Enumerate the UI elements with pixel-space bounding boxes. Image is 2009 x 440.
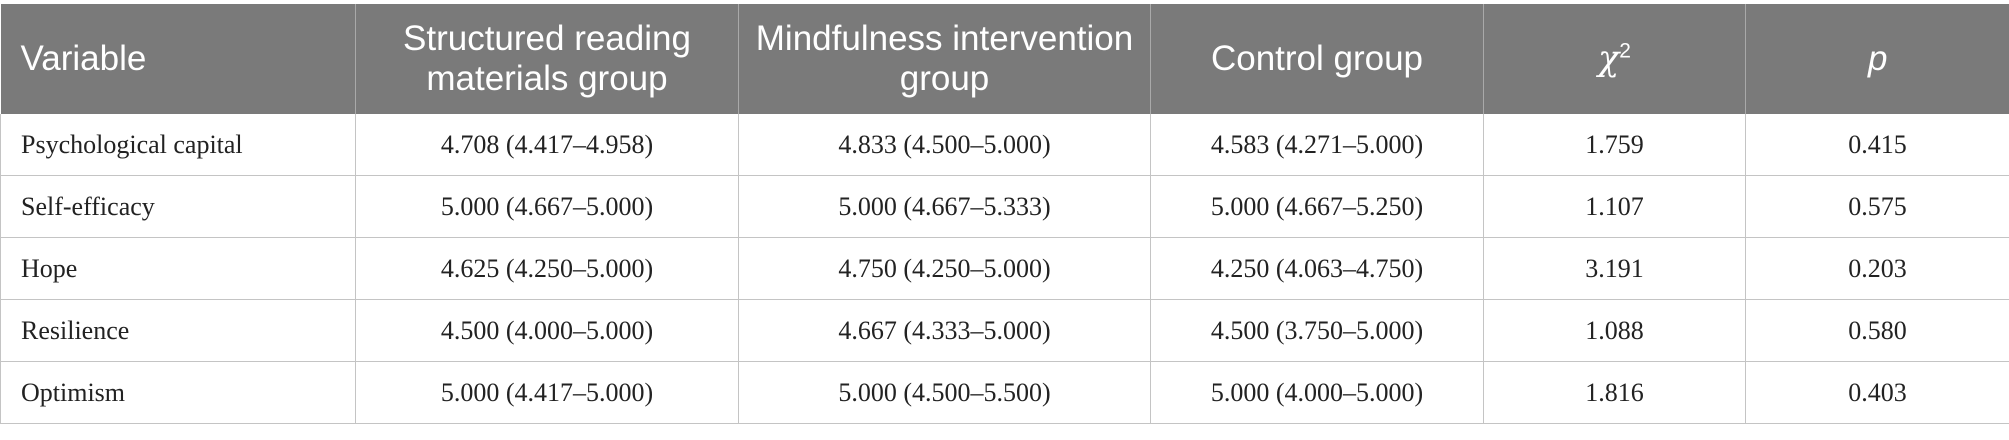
- cell-mindfulness: 4.750 (4.250–5.000): [738, 237, 1151, 300]
- header-variable: Variable: [0, 4, 356, 114]
- cell-p: 0.415: [1745, 114, 2009, 176]
- p-symbol: p: [1868, 39, 1888, 78]
- header-p-value: p: [1745, 4, 2009, 114]
- cell-p: 0.403: [1745, 361, 2009, 424]
- cell-p: 0.203: [1745, 237, 2009, 300]
- header-row: Variable Structured reading materials gr…: [0, 4, 2009, 114]
- table-row: Self-efficacy 5.000 (4.667–5.000) 5.000 …: [0, 175, 2009, 238]
- cell-chi2: 1.759: [1483, 114, 1746, 176]
- chi-symbol: χ: [1598, 39, 1620, 79]
- results-table-container: Variable Structured reading materials gr…: [0, 4, 2009, 424]
- cell-variable: Psychological capital: [0, 114, 356, 176]
- cell-control: 5.000 (4.667–5.250): [1150, 175, 1484, 238]
- table-row: Resilience 4.500 (4.000–5.000) 4.667 (4.…: [0, 299, 2009, 362]
- cell-control: 4.583 (4.271–5.000): [1150, 114, 1484, 176]
- cell-chi2: 1.107: [1483, 175, 1746, 238]
- cell-variable: Self-efficacy: [0, 175, 356, 238]
- cell-variable: Hope: [0, 237, 356, 300]
- cell-variable: Optimism: [0, 361, 356, 424]
- header-mindfulness: Mindfulness intervention group: [738, 4, 1151, 114]
- cell-p: 0.575: [1745, 175, 2009, 238]
- cell-variable: Resilience: [0, 299, 356, 362]
- cell-mindfulness: 4.833 (4.500–5.000): [738, 114, 1151, 176]
- cell-mindfulness: 4.667 (4.333–5.000): [738, 299, 1151, 362]
- cell-structured: 4.625 (4.250–5.000): [355, 237, 739, 300]
- table-row: Optimism 5.000 (4.417–5.000) 5.000 (4.50…: [0, 361, 2009, 424]
- cell-mindfulness: 5.000 (4.667–5.333): [738, 175, 1151, 238]
- cell-structured: 4.708 (4.417–4.958): [355, 114, 739, 176]
- chi-superscript: 2: [1619, 39, 1631, 63]
- header-control: Control group: [1150, 4, 1484, 114]
- cell-chi2: 1.088: [1483, 299, 1746, 362]
- cell-control: 4.500 (3.750–5.000): [1150, 299, 1484, 362]
- header-structured-reading: Structured reading materials group: [355, 4, 739, 114]
- header-chi-square: χ2: [1483, 4, 1746, 114]
- cell-structured: 5.000 (4.667–5.000): [355, 175, 739, 238]
- cell-chi2: 1.816: [1483, 361, 1746, 424]
- cell-mindfulness: 5.000 (4.500–5.500): [738, 361, 1151, 424]
- table-row: Hope 4.625 (4.250–5.000) 4.750 (4.250–5.…: [0, 237, 2009, 300]
- cell-control: 5.000 (4.000–5.000): [1150, 361, 1484, 424]
- cell-p: 0.580: [1745, 299, 2009, 362]
- cell-structured: 5.000 (4.417–5.000): [355, 361, 739, 424]
- cell-control: 4.250 (4.063–4.750): [1150, 237, 1484, 300]
- cell-structured: 4.500 (4.000–5.000): [355, 299, 739, 362]
- table-row: Psychological capital 4.708 (4.417–4.958…: [0, 114, 2009, 176]
- results-table: Variable Structured reading materials gr…: [0, 4, 2009, 424]
- cell-chi2: 3.191: [1483, 237, 1746, 300]
